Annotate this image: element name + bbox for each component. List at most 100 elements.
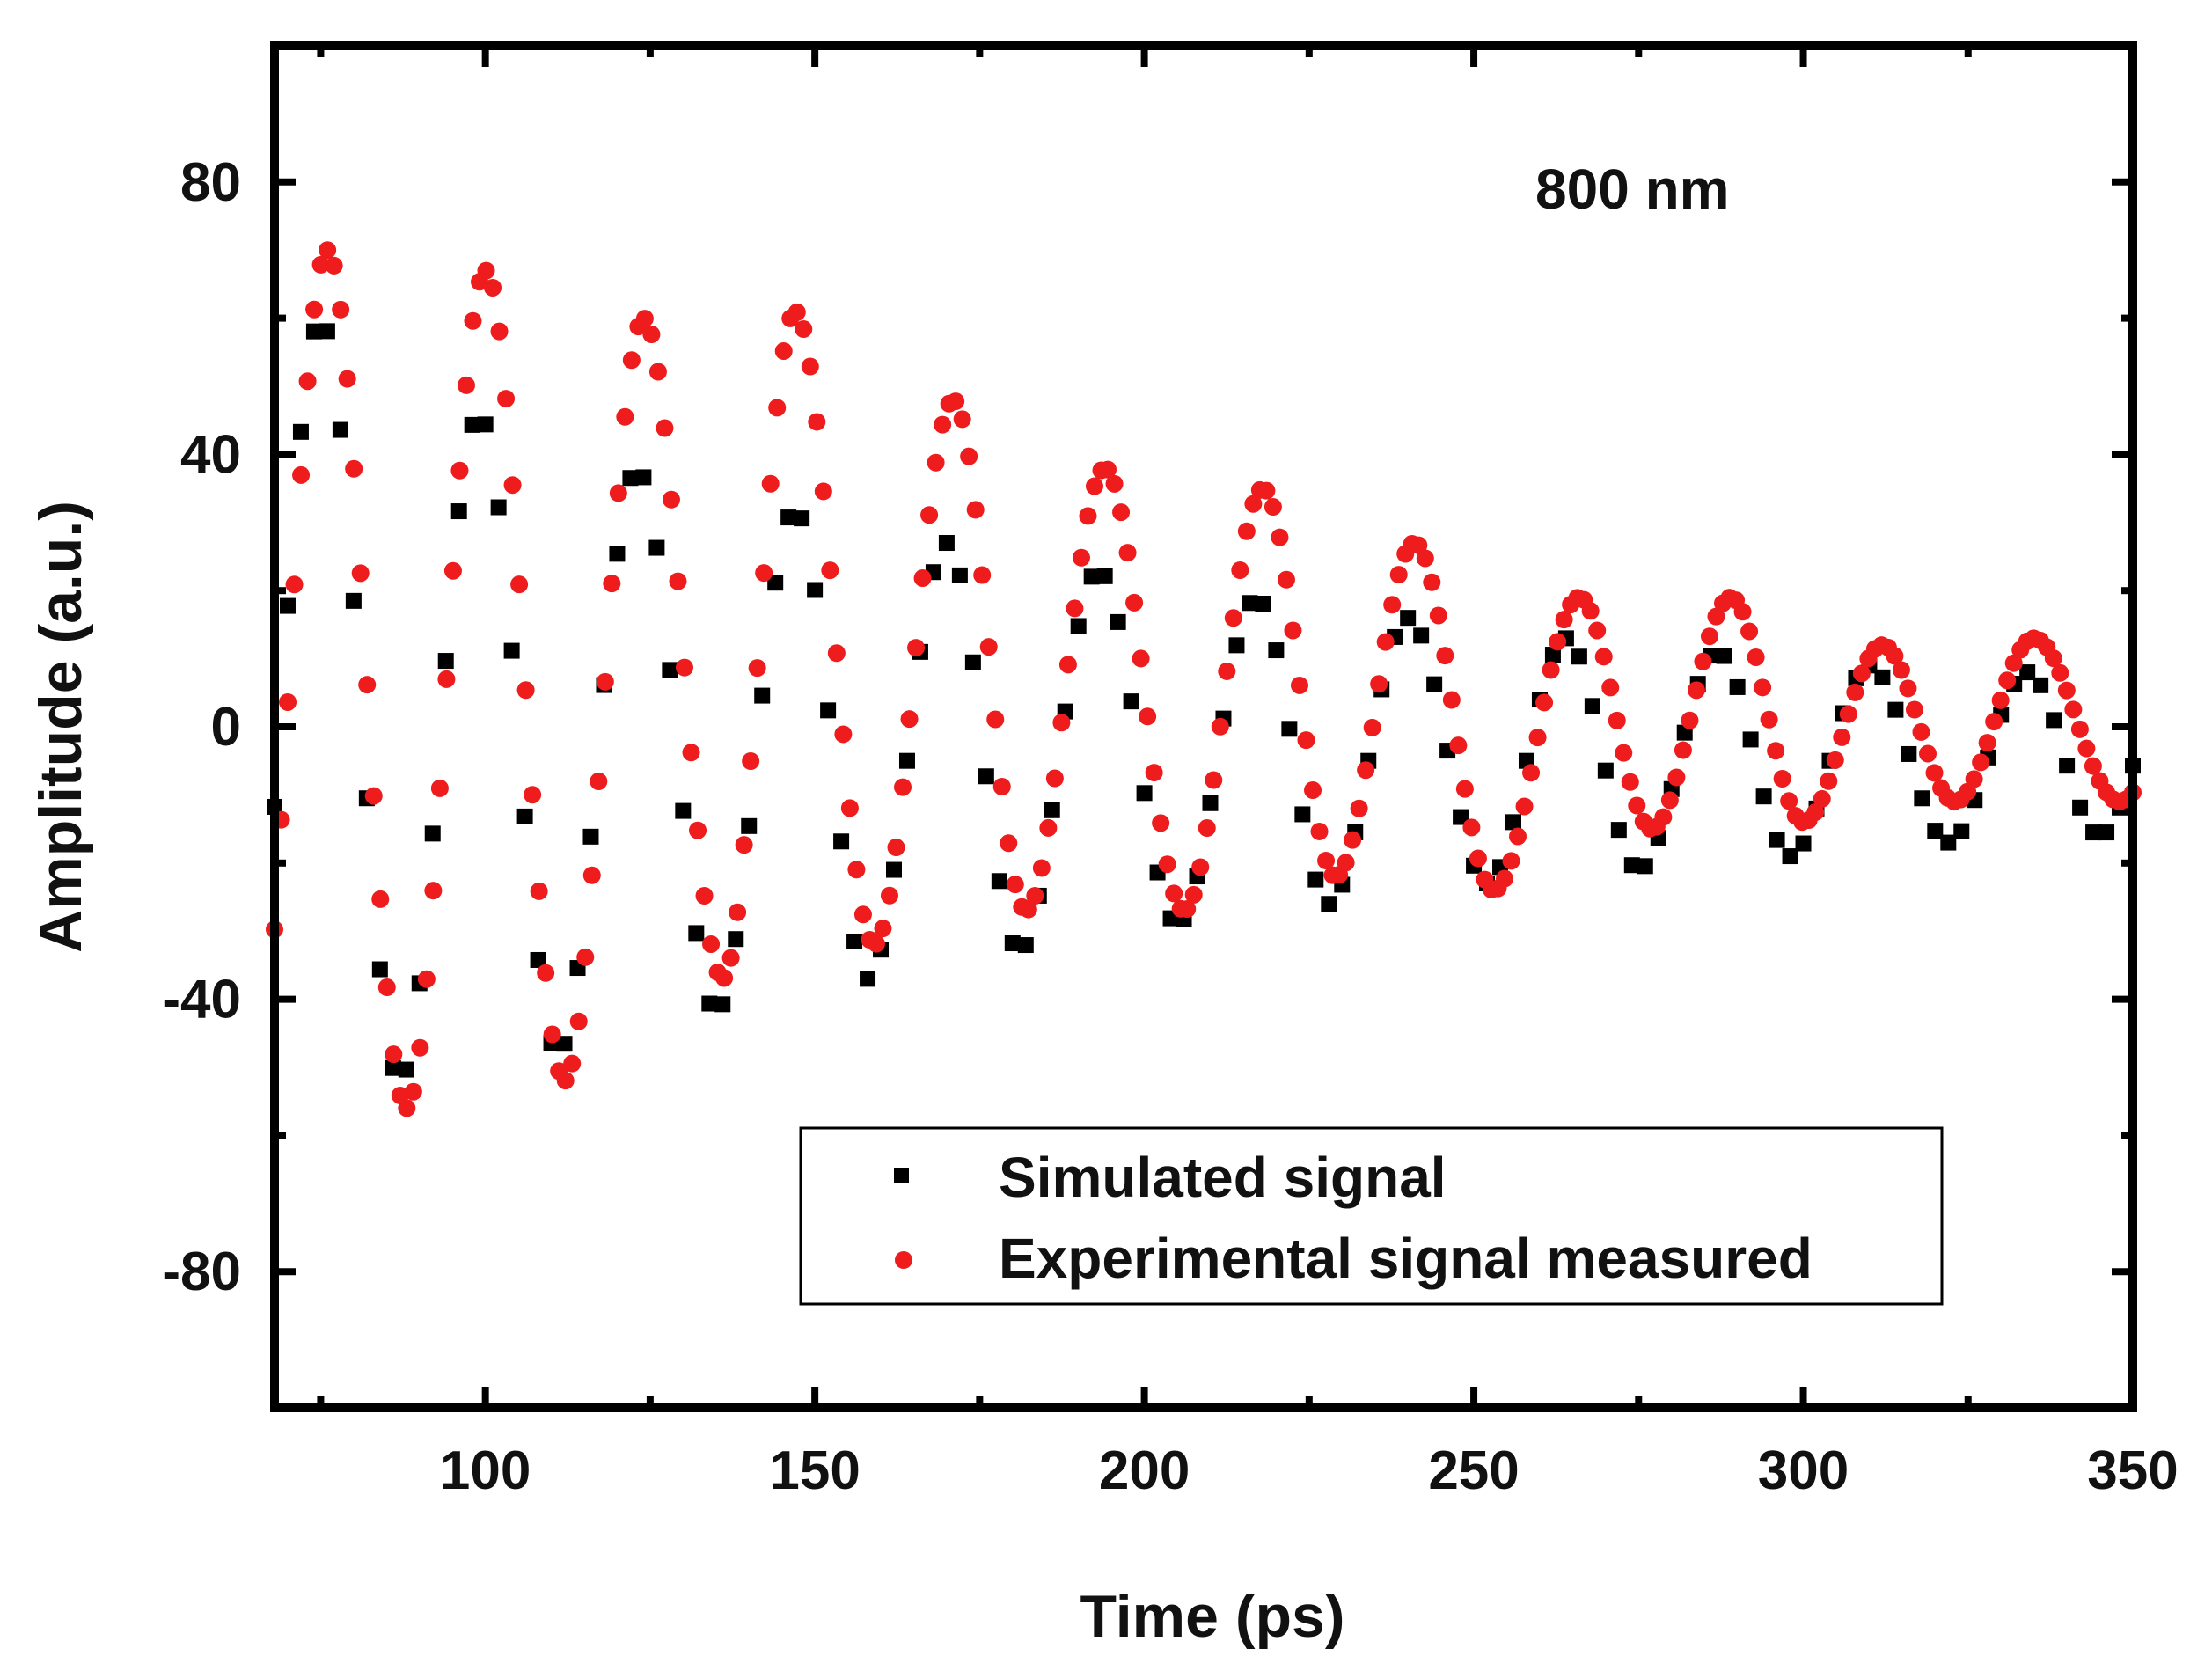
experimental-point — [1687, 681, 1705, 700]
simulated-point — [371, 961, 388, 978]
experimental-point — [543, 1025, 561, 1044]
experimental-point — [424, 882, 443, 900]
experimental-point — [1066, 599, 1084, 618]
simulated-point — [1110, 613, 1126, 630]
simulated-point — [820, 702, 837, 719]
simulated-point — [1242, 595, 1258, 612]
simulated-point — [1901, 745, 1917, 762]
experimental-point — [669, 572, 687, 590]
experimental-point — [1429, 606, 1447, 625]
experimental-point — [742, 752, 760, 771]
experimental-point — [847, 861, 866, 879]
experimental-point — [675, 658, 693, 677]
simulated-point — [2046, 712, 2062, 729]
simulated-point — [516, 808, 533, 824]
experimental-point — [430, 779, 449, 797]
experimental-point — [1410, 536, 1428, 554]
experimental-point — [590, 772, 608, 790]
experimental-point — [364, 787, 383, 805]
simulated-point — [1083, 568, 1100, 585]
experimental-point — [1184, 885, 1203, 904]
experimental-point — [979, 638, 998, 656]
simulated-point — [1307, 871, 1324, 888]
x-tick-labels: 100 150 200 250 300 350 — [440, 1440, 2179, 1501]
simulated-point — [886, 861, 902, 878]
experimental-point — [787, 303, 806, 321]
experimental-point — [1621, 773, 1639, 791]
simulated-point — [319, 323, 335, 340]
experimental-point — [1363, 718, 1381, 736]
experimental-point — [1628, 796, 1646, 815]
experimental-point — [477, 261, 495, 280]
experimental-point — [682, 744, 700, 762]
experimental-point — [1594, 648, 1613, 666]
experimental-point — [1257, 481, 1276, 500]
experimental-point — [484, 278, 502, 297]
experimental-point — [1455, 780, 1474, 798]
experimental-point — [1263, 498, 1282, 517]
simulated-point — [345, 592, 362, 609]
simulated-point — [1782, 848, 1798, 865]
legend-marker-simulated — [894, 1168, 909, 1183]
experimental-point — [1244, 495, 1263, 513]
simulated-point — [1874, 669, 1891, 685]
experimental-point — [755, 564, 773, 583]
experimental-point — [1145, 764, 1163, 782]
experimental-point — [1085, 477, 1103, 495]
experimental-point — [622, 351, 641, 370]
experimental-point — [1337, 854, 1355, 872]
simulated-point — [728, 931, 744, 948]
experimental-point — [907, 639, 926, 657]
experimental-point — [2077, 739, 2096, 758]
x-tick-label: 150 — [769, 1440, 860, 1501]
experimental-point — [576, 948, 595, 966]
x-tick-label: 350 — [2087, 1440, 2178, 1501]
simulated-point — [292, 423, 309, 440]
simulated-point — [833, 833, 850, 850]
experimental-point — [1231, 561, 1249, 580]
experimental-point — [894, 778, 912, 796]
experimental-point — [1542, 661, 1560, 679]
simulated-point — [1755, 788, 1772, 805]
experimental-point — [2084, 757, 2102, 775]
experimental-point — [1615, 744, 1633, 762]
experimental-point — [827, 644, 846, 663]
experimental-point — [411, 1038, 429, 1057]
experimental-point — [1026, 887, 1044, 905]
simulated-point — [1953, 823, 1970, 839]
experimental-point — [934, 415, 952, 434]
experimental-point — [351, 564, 370, 583]
experimental-point — [1344, 831, 1362, 849]
experimental-point — [1045, 769, 1064, 788]
experimental-point — [1191, 858, 1210, 876]
experimental-point — [947, 392, 965, 411]
simulated-point — [2098, 824, 2115, 841]
y-axis-title: Amplitude (a.u.) — [27, 501, 94, 953]
experimental-point — [808, 413, 826, 431]
experimental-point — [992, 778, 1011, 796]
experimental-point — [279, 692, 297, 711]
simulated-point — [898, 752, 915, 769]
simulated-point — [450, 503, 467, 520]
experimental-point — [1132, 649, 1150, 668]
experimental-point — [913, 569, 932, 588]
experimental-point — [1416, 549, 1434, 568]
experimental-point — [1733, 603, 1752, 621]
simulated-point — [807, 582, 824, 598]
experimental-point — [1211, 717, 1229, 736]
experimental-point — [1105, 474, 1124, 493]
experimental-point — [319, 241, 337, 260]
experimental-point — [616, 407, 634, 426]
experimental-point — [1118, 544, 1137, 562]
experimental-point — [404, 1082, 422, 1101]
simulated-point — [991, 873, 1007, 890]
experimental-point — [1271, 528, 1289, 546]
experimental-point — [1139, 707, 1157, 726]
experimental-point — [311, 255, 330, 274]
simulated-point — [1070, 618, 1087, 634]
x-tick-label: 250 — [1428, 1440, 1519, 1501]
experimental-point — [1905, 700, 1923, 719]
axis-ticks — [275, 42, 2136, 1411]
experimental-point — [563, 1054, 582, 1073]
